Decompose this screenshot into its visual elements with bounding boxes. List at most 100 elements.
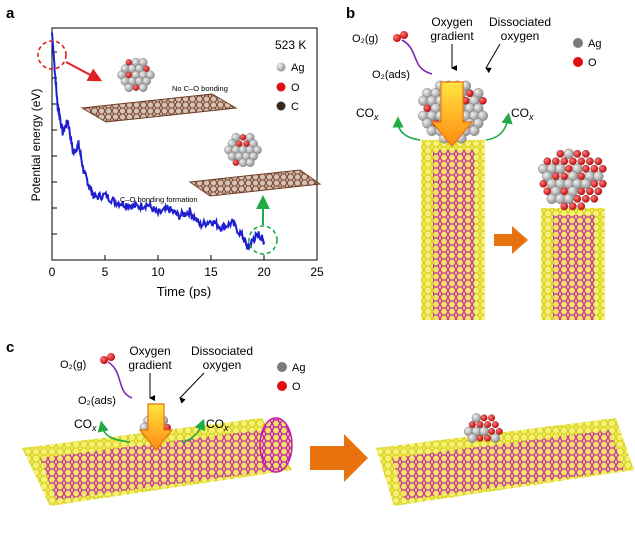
legend-c-ag-label: Ag (292, 362, 305, 374)
oxidized-particle-b (538, 148, 607, 211)
oxygen-atom (590, 194, 599, 203)
oxygen-gradient-line2-c: gradient (128, 358, 172, 372)
o2ads-label-b: O₂(ads) (372, 69, 410, 81)
cox-right-b: COx (511, 106, 534, 122)
oxygen-atom (590, 164, 599, 173)
oxygen-atom (573, 149, 582, 158)
cox-arrow-left-b (392, 116, 421, 141)
silver-atom (138, 83, 148, 92)
legend-c-ag-marker (277, 362, 287, 372)
legend-c-o-marker (277, 381, 287, 391)
silver-atom (245, 158, 255, 167)
silver-atom (479, 426, 489, 437)
end-highlight-circle (248, 225, 278, 255)
legend-c-marker (276, 101, 286, 111)
oxygen-atom (543, 187, 552, 196)
oxygen-gradient-line1-c: Oxygen (129, 344, 170, 358)
panel-c: c O₂(g) O₂(ads) Oxygen gradient Dissocia… (6, 339, 634, 506)
legend-o-marker (276, 82, 286, 92)
oxidized-particle-c (464, 413, 503, 443)
oxygen-gradient-arrow-c (138, 403, 174, 451)
silver-atom (471, 413, 482, 423)
silver-atom (124, 83, 134, 92)
graphene-structure-initial (80, 93, 238, 123)
purple-path-b (401, 39, 433, 75)
dissociated-arrow-c (179, 372, 205, 404)
nanotube-b2-core (553, 215, 595, 320)
oxygen-atom (476, 421, 484, 429)
legend-b-ag-label: Ag (588, 38, 601, 50)
legend-b-o-label: O (588, 57, 597, 69)
silver-atom (593, 171, 604, 182)
x-tick-label: 25 (310, 265, 324, 279)
silver-atom (555, 163, 566, 174)
oxygen-atom (465, 89, 474, 98)
silver-atom (563, 193, 574, 204)
process-arrow-b (494, 226, 528, 254)
oxygen-atom (577, 187, 586, 196)
oxygen-atom (585, 187, 594, 196)
silver-atom (467, 433, 477, 443)
purple-path-c (107, 361, 133, 399)
o2-molecule-c-atom (107, 353, 115, 361)
oxygen-atom (568, 202, 577, 211)
process-arrow-c (310, 434, 368, 482)
legend-ag-label: Ag (291, 62, 304, 74)
oxygen-atom (568, 157, 577, 166)
oxygen-atom (594, 187, 603, 196)
oxygen-atom (543, 157, 552, 166)
oxygen-atom (577, 202, 586, 211)
oxygen-atom (594, 157, 603, 166)
x-tick-label: 10 (151, 265, 165, 279)
oxygen-atom (577, 157, 586, 166)
oxygen-atom (581, 149, 590, 158)
cox-arrow-right-c (181, 418, 206, 443)
oxygen-atom (484, 421, 492, 429)
dissociated-line2-b: oxygen (501, 29, 540, 43)
o2ads-label-c: O₂(ads) (78, 395, 116, 407)
o2-molecule-b-atom (400, 31, 408, 39)
oxygen-atom (598, 164, 607, 173)
oxygen-gradient-line1-b: Oxygen (431, 15, 472, 29)
legend-a: Ag O C (276, 62, 304, 113)
oxygen-atom (560, 202, 569, 211)
cox-left-b: COx (356, 106, 379, 122)
oxygen-atom (581, 164, 590, 173)
y-axis-label: Potential energy (eV) (29, 89, 43, 202)
oxygen-gradient-arrow-b (430, 81, 474, 147)
silver-atom (563, 148, 574, 159)
silver-atom (469, 125, 480, 136)
silver-atom (580, 178, 591, 189)
start-highlight-circle (37, 40, 67, 70)
panel-c-label: c (6, 339, 14, 356)
oxygen-atom (556, 149, 565, 158)
cox-arrow-right-b (485, 112, 513, 141)
legend-b-ag-marker (573, 38, 583, 48)
temperature-label: 523 K (275, 38, 306, 52)
o2-molecule-b (393, 34, 401, 42)
panel-a: a 0 5 10 15 20 25 Time (ps) Potential energy … (6, 5, 324, 299)
cox-left-c: COx (74, 417, 97, 433)
legend-c-label: C (291, 101, 299, 113)
oxygen-atom (585, 157, 594, 166)
cluster-bonded (224, 133, 262, 167)
x-axis-ticks: 0 5 10 15 20 25 (49, 255, 324, 279)
silver-atom (490, 433, 500, 443)
oxygen-atom (235, 140, 243, 148)
oxygen-atom (468, 421, 476, 429)
oxygen-atom (551, 157, 560, 166)
dissociated-line1-c: Dissociated (191, 344, 253, 358)
legend-c-o-label: O (292, 381, 301, 393)
graphene-structure-bonded (188, 169, 322, 197)
oxygen-atom (551, 172, 560, 181)
nanotube-c (22, 417, 293, 506)
oxygen-atom (491, 421, 499, 429)
o2g-label-c: O₂(g) (60, 359, 86, 371)
oxygen-atom (581, 194, 590, 203)
cox-arrow-left-c (97, 420, 131, 443)
oxygen-atom (143, 65, 150, 72)
panel-a-label: a (6, 5, 15, 22)
oxygen-atom (573, 194, 582, 203)
x-tick-label: 0 (49, 265, 56, 279)
oxygen-atom (488, 414, 496, 422)
